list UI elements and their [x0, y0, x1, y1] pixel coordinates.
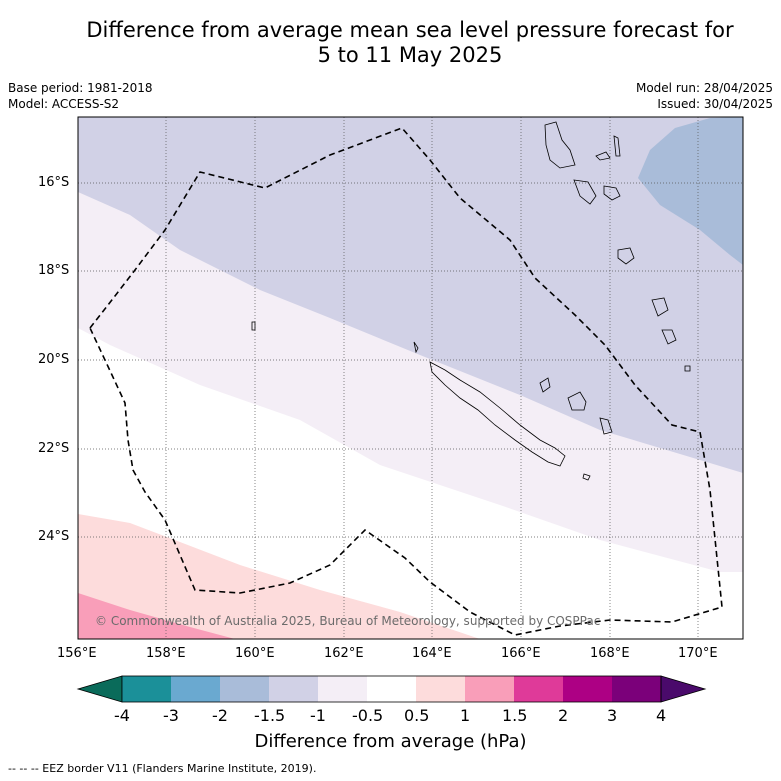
vanuatu-tanna — [651, 297, 669, 317]
graticule — [78, 117, 743, 639]
colorbar-segment-4 — [269, 676, 318, 702]
vanuatu-aneityum — [661, 329, 677, 345]
eez-legend: -- -- -- EEZ border V11 (Flanders Marine… — [8, 762, 317, 775]
colorbar-segment-9 — [514, 676, 563, 702]
colorbar-tick-12: 4 — [656, 706, 667, 725]
meta-left: Base period: 1981-2018 Model: ACCESS-S2 — [8, 80, 153, 112]
issued-date: Issued: 30/04/2025 — [657, 97, 773, 111]
model-name: Model: ACCESS-S2 — [8, 97, 120, 111]
band-minus-1 — [78, 117, 743, 473]
anomaly-field — [78, 117, 743, 639]
colorbar-tick-11: 3 — [607, 706, 618, 725]
colorbar-tick-2: -3 — [163, 706, 179, 725]
colorbar-tick-1: -4 — [114, 706, 130, 725]
colorbar-segment-7 — [416, 676, 465, 702]
colorbar-segment-6 — [367, 676, 416, 702]
colorbar-segment-8 — [465, 676, 514, 702]
vanuatu-espiritu-santo — [544, 121, 576, 169]
lon-label-156e: 156°E — [57, 646, 97, 661]
model-run: Model run: 28/04/2025 — [635, 81, 773, 95]
colorbar-segment-10 — [563, 676, 612, 702]
lat-label-20s: 20°S — [38, 352, 70, 367]
colorbar-segment-2 — [171, 676, 220, 702]
copyright-notice: © Commonwealth of Australia 2025, Bureau… — [95, 614, 601, 628]
lat-label-18s: 18°S — [38, 263, 70, 278]
belep-islands — [413, 341, 419, 354]
band-minus-1-5 — [638, 117, 743, 265]
lon-label-160e: 160°E — [235, 646, 275, 661]
colorbar-tick-10: 2 — [558, 706, 569, 725]
isle-of-pines — [582, 473, 591, 481]
vanuatu-maewo — [613, 135, 621, 157]
colorbar-segment-11 — [612, 676, 661, 702]
band-plus-1 — [78, 593, 235, 639]
loyalty-island-2 — [567, 391, 587, 411]
coastlines — [251, 121, 691, 481]
colorbar-tick-6: -0.5 — [352, 706, 384, 725]
lon-label-170e: 170°E — [678, 646, 718, 661]
map-frame — [77, 116, 744, 640]
small-island-1 — [684, 365, 691, 372]
lon-label-162e: 162°E — [324, 646, 364, 661]
colorbar-tick-4: -1.5 — [254, 706, 286, 725]
new-caledonia-island — [429, 361, 566, 467]
lon-label-168e: 168°E — [590, 646, 630, 661]
band-plus-0-5 — [78, 514, 480, 639]
colorbar-tick-7: 0.5 — [404, 706, 430, 725]
vanuatu-efate — [603, 185, 621, 201]
colorbar-title: Difference from average (hPa) — [254, 731, 527, 752]
colorbar-tick-8: 1 — [460, 706, 471, 725]
colorbar-over-arrow — [660, 675, 707, 703]
colorbar — [76, 675, 707, 703]
colorbar-segment-5 — [318, 676, 367, 702]
lat-label-22s: 22°S — [38, 441, 70, 456]
lon-label-164e: 164°E — [412, 646, 452, 661]
title-line-2: 5 to 11 May 2025 — [317, 43, 503, 67]
colorbar-tick-3: -2 — [212, 706, 228, 725]
map-title: Difference from average mean sea level p… — [0, 18, 781, 68]
vanuatu-malekula — [573, 179, 597, 205]
lon-label-158e: 158°E — [146, 646, 186, 661]
colorbar-frame — [121, 675, 662, 703]
eez-border — [89, 127, 723, 636]
loyalty-island-1 — [539, 377, 551, 393]
lat-label-16s: 16°S — [38, 175, 70, 190]
small-island-2 — [251, 321, 256, 331]
colorbar-tick-5: -1 — [310, 706, 326, 725]
vanuatu-ambae — [595, 151, 611, 161]
lat-label-24s: 24°S — [38, 529, 70, 544]
title-line-1: Difference from average mean sea level p… — [86, 18, 734, 42]
colorbar-segment-3 — [220, 676, 269, 702]
meta-right: Model run: 28/04/2025 Issued: 30/04/2025 — [636, 80, 773, 112]
loyalty-island-3 — [599, 417, 613, 435]
colorbar-segment-1 — [122, 676, 171, 702]
base-period: Base period: 1981-2018 — [8, 81, 153, 95]
colorbar-under-arrow — [76, 675, 123, 703]
lon-label-166e: 166°E — [501, 646, 541, 661]
colorbar-tick-9: 1.5 — [502, 706, 528, 725]
vanuatu-erromango — [617, 247, 635, 265]
